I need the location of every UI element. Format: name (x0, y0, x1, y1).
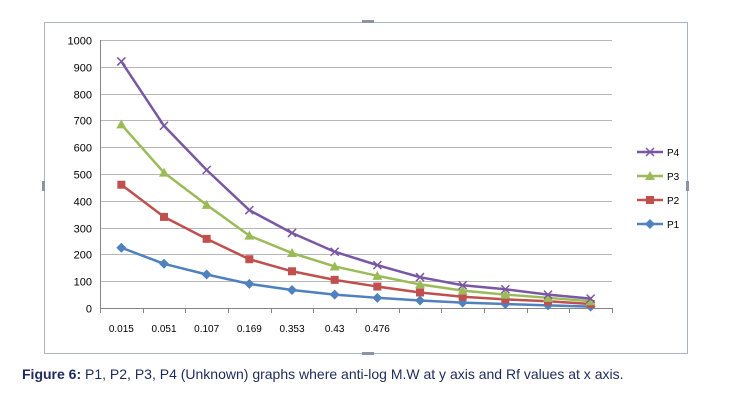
point-P2-6 (373, 282, 382, 291)
point-P3-8 (457, 285, 468, 295)
x-axis: 0.015 0.051 0.107 0.169 0.353 0.43 0.476 (100, 308, 613, 335)
y-tick-label-100: 100 (74, 277, 92, 289)
point-P1-2 (201, 269, 212, 280)
x-tick-label-0.169: 0.169 (237, 324, 262, 335)
point-P3-1 (159, 167, 169, 177)
point-P2-4 (288, 267, 296, 276)
y-axis: 0 100 200 300 400 500 600 700 800 900 1000 (68, 36, 101, 316)
legend: P4 P3 P2 P1 (637, 147, 680, 231)
point-P2-2 (202, 234, 211, 243)
point-P4-2 (202, 165, 212, 175)
point-P1-7 (415, 295, 425, 306)
point-P2-1 (160, 212, 168, 221)
y-tick-label-300: 300 (74, 224, 92, 236)
figure-caption: Figure 6: P1, P2, P3, P4 (Unknown) graph… (22, 366, 623, 382)
x-tick-label-0.43: 0.43 (325, 324, 345, 335)
x-tick-label-0.476: 0.476 (365, 324, 390, 335)
legend-marker-P2 (646, 196, 654, 204)
legend-label-P3: P3 (667, 172, 680, 183)
gridlines (100, 40, 612, 309)
legend-marker-P3 (645, 171, 655, 180)
point-P2-7 (416, 288, 424, 297)
point-P3-7 (415, 279, 425, 289)
point-P2-3 (245, 255, 254, 264)
point-P4-3 (244, 205, 254, 215)
x-tick-label-0.051: 0.051 (151, 324, 176, 335)
legend-label-P2: P2 (667, 196, 680, 207)
legend-marker-P1 (645, 219, 655, 229)
point-P1-5 (329, 289, 340, 300)
point-P2-9 (501, 295, 510, 304)
point-P3-10 (543, 292, 553, 302)
legend-item-P1: P1 (637, 219, 680, 231)
point-P4-1 (159, 121, 169, 131)
point-P4-9 (500, 284, 510, 294)
point-P4-5 (330, 247, 340, 257)
legend-item-P4: P4 (637, 147, 680, 159)
x-tick-label-0.107: 0.107 (194, 324, 219, 335)
y-tick-label-1000: 1000 (68, 36, 92, 48)
y-tick-label-500: 500 (74, 170, 92, 182)
point-P1-6 (372, 292, 383, 303)
series-P3 (116, 119, 596, 306)
legend-item-P3: P3 (637, 171, 680, 183)
point-P1-4 (287, 285, 297, 296)
point-P1-3 (244, 278, 255, 289)
series-P2 (117, 180, 595, 308)
caption-label: Figure 6: (22, 366, 82, 382)
point-P3-0 (116, 119, 127, 129)
point-P1-1 (159, 258, 169, 269)
legend-label-P1: P1 (667, 220, 680, 231)
point-P2-0 (117, 180, 126, 189)
x-tick-label-0.015: 0.015 (109, 324, 134, 335)
chart-handles[interactable] (42, 20, 689, 355)
y-tick-label-400: 400 (74, 197, 92, 209)
y-tick-label-0: 0 (86, 304, 92, 316)
point-P2-8 (458, 292, 467, 301)
legend-marker-P4 (645, 147, 655, 157)
series-line-P3 (120, 123, 591, 303)
series-line-P1 (120, 246, 591, 308)
series-P4 (116, 56, 596, 304)
point-P4-8 (458, 280, 468, 290)
y-tick-label-800: 800 (74, 90, 92, 102)
point-P3-3 (244, 230, 255, 240)
y-tick-label-200: 200 (74, 250, 92, 262)
x-tick-label-0.353: 0.353 (279, 324, 304, 335)
point-P4-6 (372, 260, 382, 270)
series-group (116, 56, 596, 312)
point-P4-11 (586, 294, 596, 304)
point-P4-7 (415, 272, 425, 282)
series-line-P2 (120, 183, 591, 306)
y-tick-label-900: 900 (74, 63, 92, 75)
point-P3-2 (201, 199, 212, 209)
point-P1-0 (116, 242, 127, 253)
point-P3-9 (500, 289, 511, 299)
point-P4-10 (543, 290, 553, 300)
point-P4-0 (116, 56, 126, 66)
point-P3-11 (585, 296, 596, 306)
point-P4-4 (287, 228, 297, 238)
y-tick-label-600: 600 (74, 143, 92, 155)
y-tick-label-700: 700 (74, 116, 92, 128)
caption-text: P1, P2, P3, P4 (Unknown) graphs where an… (81, 366, 624, 382)
series-line-P4 (120, 60, 591, 300)
point-P3-5 (329, 261, 340, 271)
legend-label-P4: P4 (667, 148, 680, 159)
legend-item-P2: P2 (637, 196, 680, 207)
point-P2-5 (330, 275, 339, 284)
point-P3-6 (372, 270, 383, 280)
point-P3-4 (287, 248, 297, 258)
